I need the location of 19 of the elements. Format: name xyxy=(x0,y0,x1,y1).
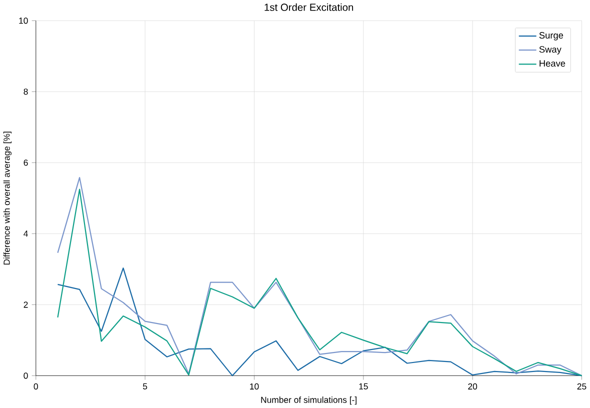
y-axis-title: Difference with overall average [%] xyxy=(3,132,12,264)
legend-label: Heave xyxy=(540,60,566,67)
chart-title: 1st Order Excitation xyxy=(264,3,354,11)
x-tick-label: 20 xyxy=(468,383,478,390)
legend-label: Sway xyxy=(539,46,562,54)
y-tick-label: 0 xyxy=(24,372,28,379)
y-tick-label: 6 xyxy=(24,160,28,166)
x-tick-label: 5 xyxy=(143,383,148,390)
y-tick-label: 2 xyxy=(24,302,28,308)
x-axis-title: Number of simulations [-] xyxy=(261,396,356,405)
legend-label: Surge xyxy=(539,32,564,40)
y-tick-label: 8 xyxy=(24,88,28,95)
line-series xyxy=(57,268,582,376)
y-tick-label: 10 xyxy=(19,18,28,24)
x-tick-label: 25 xyxy=(577,383,586,390)
x-tick-label: 15 xyxy=(359,383,368,390)
y-tick-label: 4 xyxy=(24,230,28,237)
x-tick-label: 10 xyxy=(250,383,259,390)
x-tick-label: 0 xyxy=(34,383,38,390)
